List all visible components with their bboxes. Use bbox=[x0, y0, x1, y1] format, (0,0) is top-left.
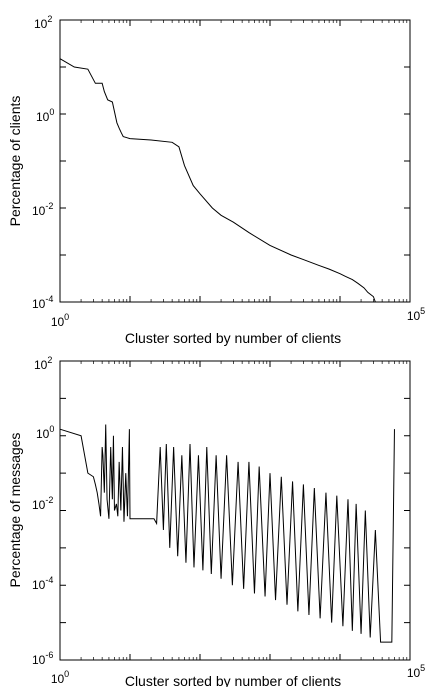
messages-percentage-line bbox=[59, 424, 395, 643]
y-axis-label-bottom: Percentage of messages bbox=[7, 433, 23, 588]
x-tick-label-1e5-top: 105 bbox=[407, 306, 425, 323]
x-axis-label-bottom: Cluster sorted by number of clients bbox=[125, 673, 341, 687]
y-tick-label-1e-6-bottom: 10-6 bbox=[32, 650, 53, 667]
x-axis-ticks-bottom bbox=[59, 361, 411, 660]
chart-bottom: 100 105 102 100 10-2 10-4 10-6 Cluster s… bbox=[7, 355, 425, 687]
y-axis-label-top: Percentage of clients bbox=[7, 96, 23, 227]
y-tick-label-1e-2-top: 10-2 bbox=[32, 201, 53, 218]
plot-area-bottom bbox=[59, 360, 411, 661]
y-axis-ticks-bottom bbox=[60, 360, 410, 661]
x-tick-label-1e5-bottom: 105 bbox=[407, 663, 425, 680]
y-tick-label-1e-4-top: 10-4 bbox=[32, 294, 53, 311]
x-tick-label-1e0-bottom: 100 bbox=[51, 669, 69, 686]
chart-top: 100 105 102 100 10-2 10-4 Cluster sorted… bbox=[7, 14, 425, 346]
clients-percentage-line bbox=[59, 58, 395, 303]
y-tick-label-1e0-top: 100 bbox=[36, 107, 54, 124]
y-tick-label-1e0-bottom: 100 bbox=[36, 424, 54, 441]
y-tick-label-1e-4-bottom: 10-4 bbox=[32, 575, 53, 592]
x-tick-label-1e0-top: 100 bbox=[51, 312, 69, 329]
y-tick-label-1e2-bottom: 102 bbox=[34, 355, 52, 372]
x-axis-ticks-top bbox=[59, 20, 411, 302]
y-axis-ticks-top bbox=[60, 19, 410, 303]
y-tick-label-1e-2-bottom: 10-2 bbox=[32, 495, 53, 512]
plot-area-top bbox=[59, 19, 411, 303]
x-axis-label-top: Cluster sorted by number of clients bbox=[125, 330, 341, 346]
y-tick-label-1e2-top: 102 bbox=[34, 14, 52, 31]
